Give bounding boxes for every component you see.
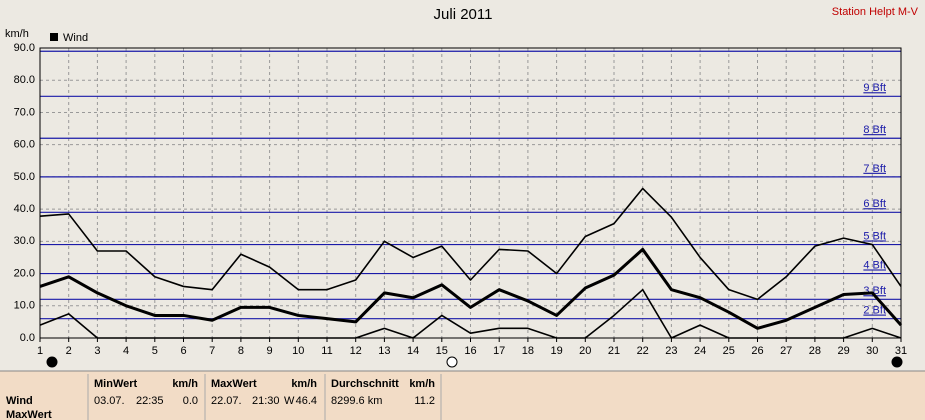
cell: 03.07.	[94, 395, 125, 407]
col-header: MaxWert	[211, 378, 257, 390]
x-tick-label: 31	[895, 345, 907, 357]
x-tick-label: 16	[464, 345, 476, 357]
cell: 8299.6 km	[331, 395, 382, 407]
stats-table: Wind MaxWert MinWert km/h 03.07. 22:35 0…	[0, 370, 925, 420]
x-tick-label: 7	[209, 345, 215, 357]
x-tick-label: 9	[267, 345, 273, 357]
background	[0, 0, 925, 370]
cell: 11.2	[414, 395, 435, 407]
bft-label: 8 Bft	[863, 124, 886, 136]
y-tick-label: 0.0	[20, 332, 35, 344]
cell: W	[284, 395, 295, 407]
x-tick-label: 5	[152, 345, 158, 357]
y-tick-label: 80.0	[14, 74, 35, 86]
bft-label: 7 Bft	[863, 163, 886, 175]
plot-area: 0.0 10.0 20.0 30.0 40.0 50.0 60.0 70.0 80.0 90.0 1…	[14, 42, 908, 357]
x-tick-label: 20	[579, 345, 591, 357]
col-unit: km/h	[172, 378, 198, 390]
moon-icon	[446, 356, 458, 368]
x-tick-label: 11	[321, 345, 332, 357]
x-tick-label: 28	[809, 345, 821, 357]
x-tick-label: 26	[751, 345, 763, 357]
x-tick-label: 18	[522, 345, 534, 357]
col-header: Durchschnitt	[331, 378, 399, 390]
chart-title: Juli 2011	[434, 6, 493, 23]
y-tick-label: 30.0	[14, 235, 35, 247]
x-tick-label: 14	[407, 345, 419, 357]
y-unit: km/h	[5, 28, 29, 40]
x-tick-label: 10	[292, 345, 304, 357]
y-tick-label: 40.0	[14, 203, 35, 215]
bft-label: 5 Bft	[863, 230, 886, 242]
y-tick-label: 60.0	[14, 139, 35, 151]
bft-label: 6 Bft	[863, 198, 886, 210]
x-tick-label: 25	[723, 345, 735, 357]
cell: 46.4	[296, 395, 317, 407]
moon-icon	[891, 356, 903, 368]
cell: 21:30	[252, 395, 280, 407]
cell: 22:35	[136, 395, 164, 407]
row-label: Wind	[6, 395, 33, 407]
x-tick-label: 3	[94, 345, 100, 357]
x-tick-label: 30	[866, 345, 878, 357]
bft-label: 9 Bft	[863, 82, 886, 94]
data-line	[39, 187, 902, 301]
bft-label: 2 Bft	[863, 305, 886, 317]
cell: 22.07.	[211, 395, 242, 407]
stats-background	[0, 371, 925, 420]
cell: 0.0	[183, 395, 198, 407]
y-tick-label: 90.0	[14, 42, 35, 54]
x-tick-label: 15	[436, 345, 448, 357]
x-tick-label: 13	[378, 345, 390, 357]
y-tick-label: 50.0	[14, 171, 35, 183]
x-tick-label: 12	[350, 345, 362, 357]
y-tick-label: 10.0	[14, 300, 35, 312]
plot-border	[39, 47, 902, 339]
col-unit: km/h	[291, 378, 317, 390]
legend-label: Wind	[63, 32, 88, 44]
x-tick-label: 19	[550, 345, 562, 357]
x-tick-label: 21	[608, 345, 620, 357]
bft-label: 4 Bft	[863, 259, 886, 271]
x-tick-label: 23	[665, 345, 677, 357]
x-tick-label: 17	[493, 345, 505, 357]
x-tick-label: 2	[66, 345, 72, 357]
data-line	[39, 247, 903, 330]
col-header: MinWert	[94, 378, 138, 390]
station-label: Station Helpt M-V	[832, 6, 919, 18]
x-tick-label: 6	[180, 345, 186, 357]
x-tick-label: 27	[780, 345, 792, 357]
x-tick-label: 8	[238, 345, 244, 357]
row-label: MaxWert	[6, 409, 52, 420]
y-tick-label: 20.0	[14, 267, 35, 279]
x-tick-label: 22	[637, 345, 649, 357]
x-tick-label: 29	[837, 345, 849, 357]
y-tick-label: 70.0	[14, 106, 35, 118]
moon-icon	[46, 356, 58, 368]
x-tick-label: 4	[123, 345, 129, 357]
legend-swatch	[50, 33, 58, 41]
col-unit: km/h	[409, 378, 435, 390]
x-tick-label: 24	[694, 345, 706, 357]
x-tick-label: 1	[37, 345, 43, 357]
